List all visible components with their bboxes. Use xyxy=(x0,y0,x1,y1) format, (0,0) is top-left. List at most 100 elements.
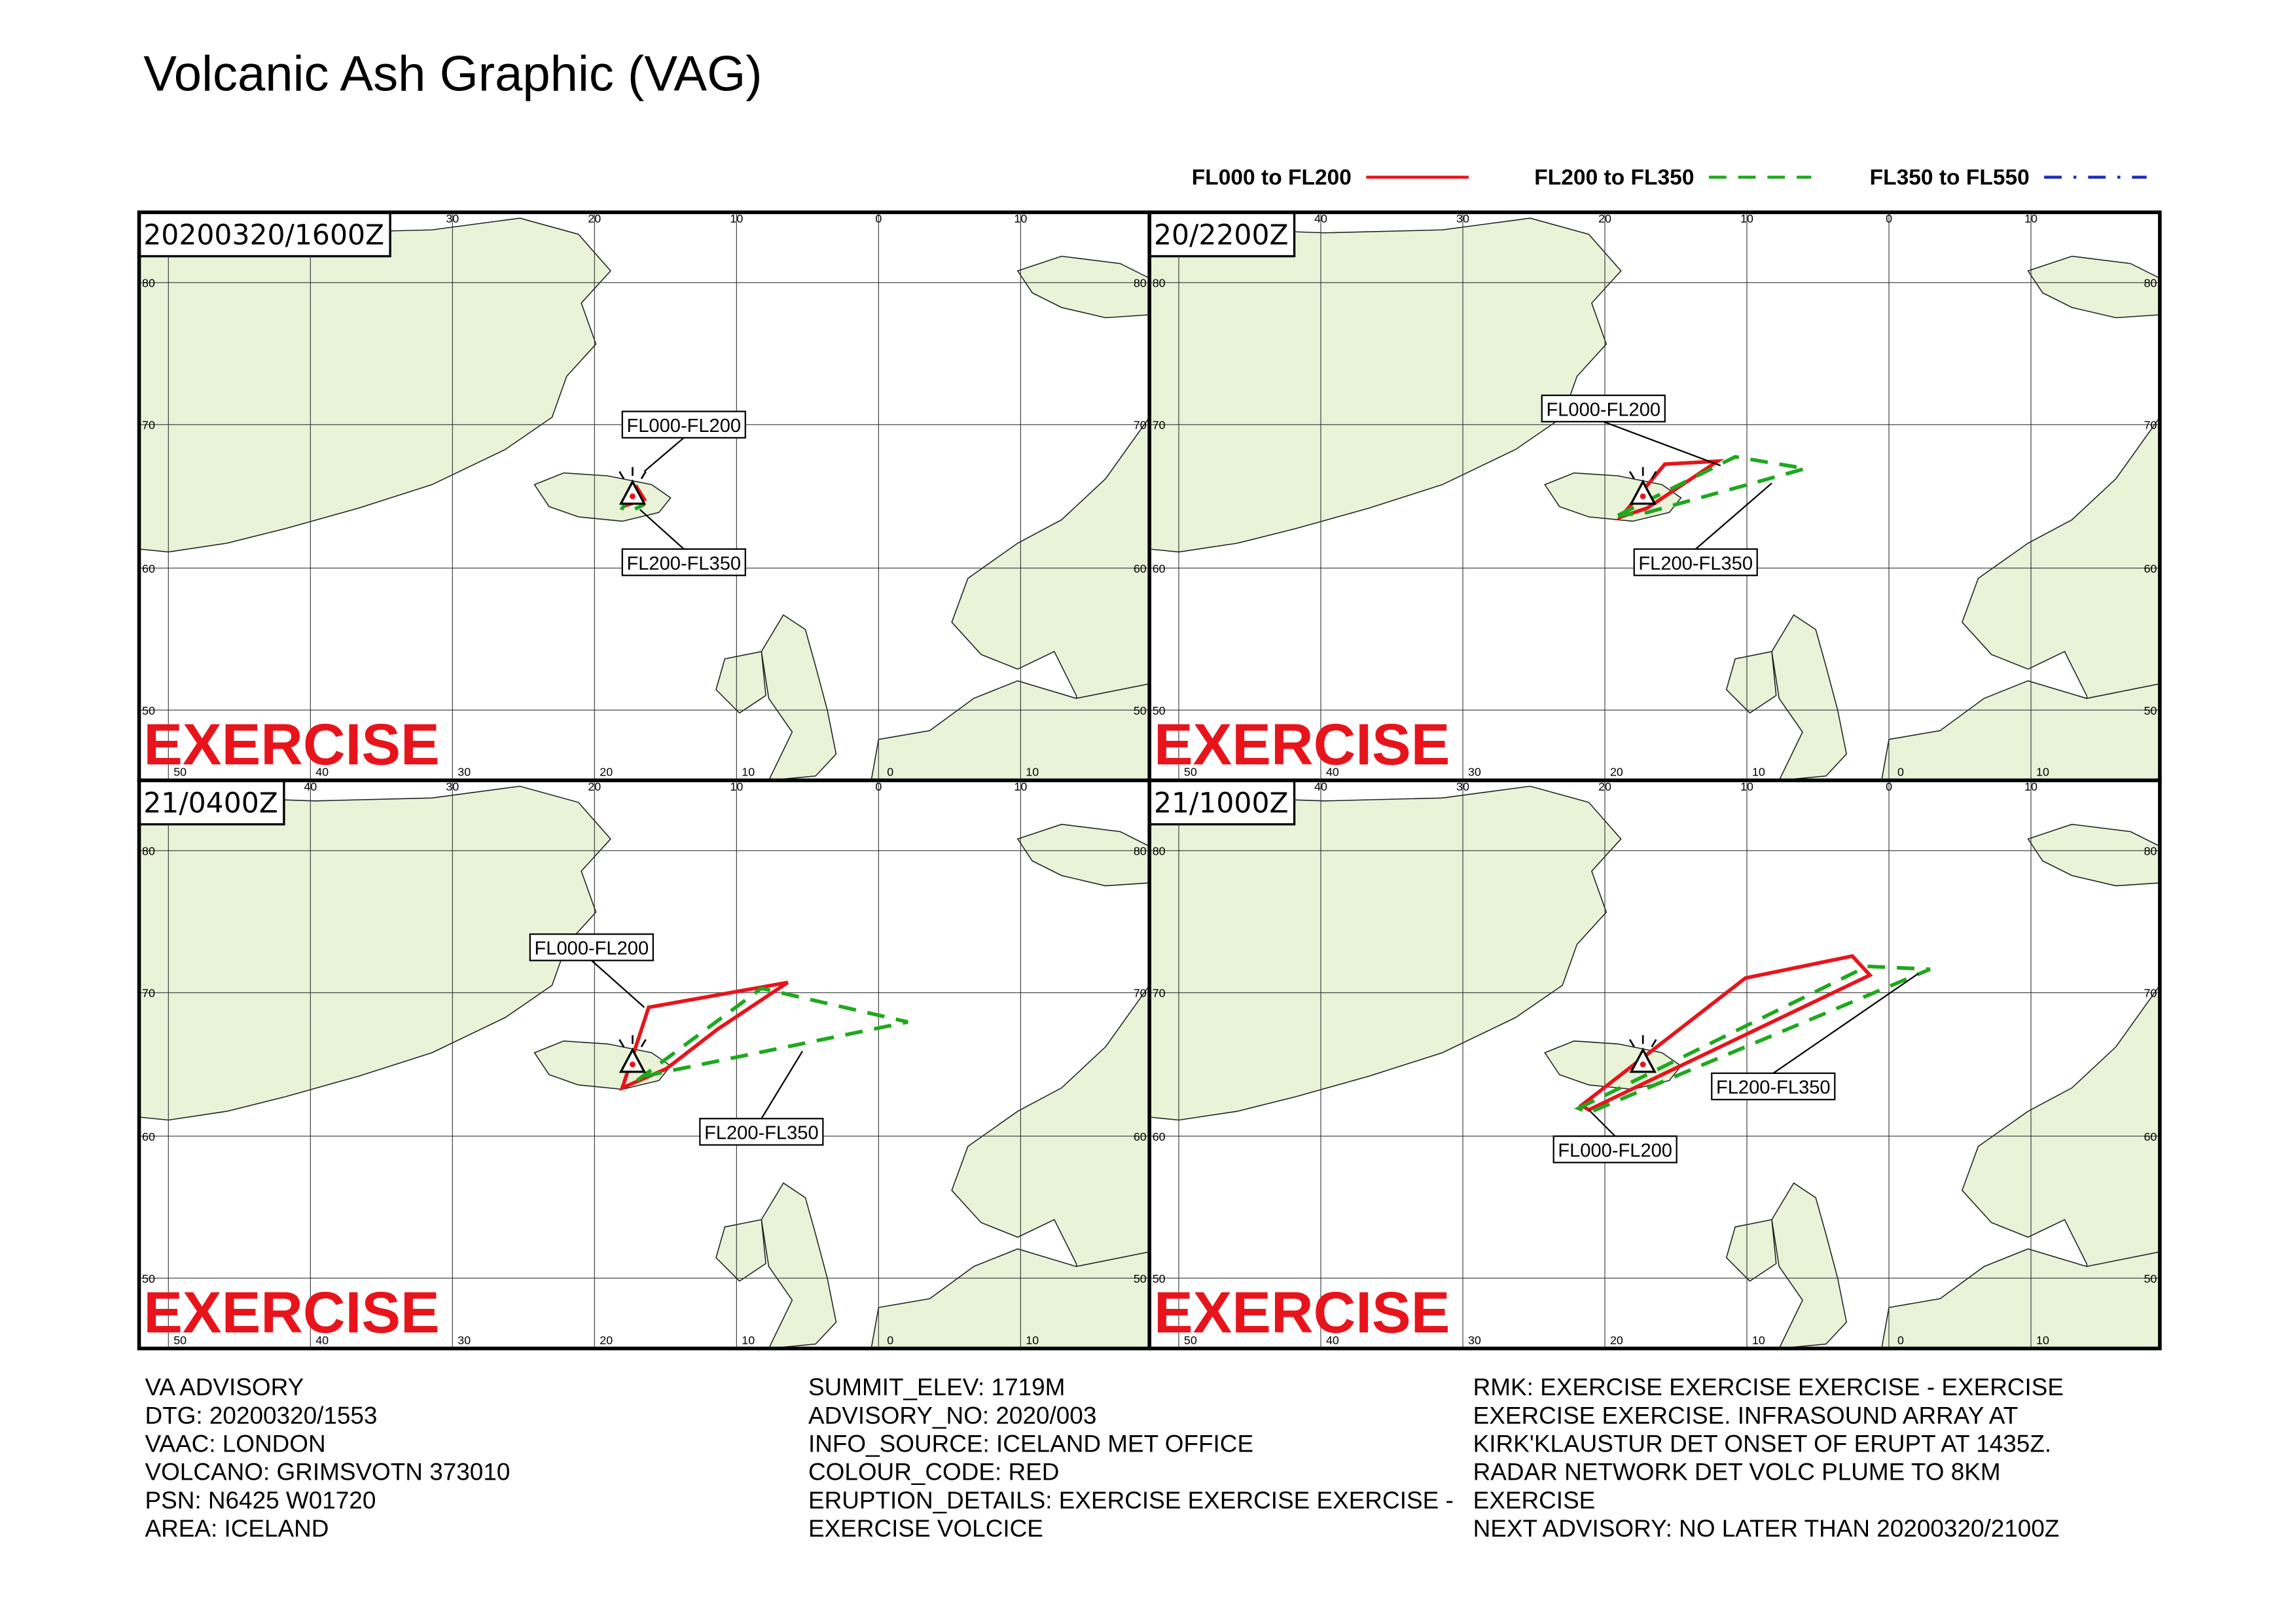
advisory-line: VOLCANO: GRIMSVOTN 373010 xyxy=(145,1459,510,1486)
lon-label: 10 xyxy=(742,1334,755,1347)
lat-label: 60 xyxy=(2144,562,2157,575)
lat-label: 60 xyxy=(1153,562,1166,575)
volcano-plume xyxy=(619,467,647,480)
advisory-line: PSN: N6425 W01720 xyxy=(145,1487,376,1514)
lon-label: 0 xyxy=(875,780,882,793)
lon-label: 10 xyxy=(1014,212,1027,225)
lon-label: 50 xyxy=(1184,1334,1197,1347)
advisory-line: VAAC: LONDON xyxy=(145,1430,325,1457)
lon-label: 30 xyxy=(457,1334,471,1347)
lat-label: 70 xyxy=(1134,987,1147,1000)
callout-leader xyxy=(643,437,685,473)
map-body: 40 30 20 10 0 10 50 40 30 20 10 0 10 80 80 70 70 60 60 50 50… xyxy=(1149,212,2160,781)
callout-box xyxy=(621,410,746,439)
lon-label: 0 xyxy=(1897,1334,1904,1347)
panel-time: 21/0400Z xyxy=(143,788,278,820)
lat-label: 50 xyxy=(1153,704,1166,717)
ash-fl200-fl350 xyxy=(636,986,908,1082)
advisory-line: DTG: 20200320/1553 xyxy=(145,1402,377,1429)
time-box xyxy=(1149,212,1296,258)
lat-label: 70 xyxy=(1153,987,1166,1000)
callout-label: FL000-FL200 xyxy=(1546,399,1660,420)
advisory-line: ADVISORY_NO: 2020/003 xyxy=(808,1402,1096,1429)
volcano-symbol xyxy=(1629,1047,1657,1073)
lon-label: 10 xyxy=(1740,212,1753,225)
lon-label: 40 xyxy=(315,766,329,779)
lon-label: 20 xyxy=(600,1334,613,1347)
callout-leader xyxy=(1603,421,1721,467)
lon-label: 30 xyxy=(1456,780,1469,793)
exercise-watermark: EXERCISE xyxy=(143,1279,439,1345)
map-body: 40 30 20 10 0 10 50 40 30 20 10 0 10 80 80 70 70 60 60 50 50… xyxy=(1149,780,2160,1349)
lat-label: 70 xyxy=(1153,419,1166,432)
lat-label: 50 xyxy=(142,704,155,717)
lat-label: 60 xyxy=(2144,1130,2157,1143)
lat-label: 70 xyxy=(142,987,155,1000)
lon-label: 10 xyxy=(730,212,743,225)
lat-label: 60 xyxy=(1153,1130,1166,1143)
lon-label: 10 xyxy=(1740,780,1753,793)
lat-label: 70 xyxy=(1134,419,1147,432)
lat-label: 70 xyxy=(2144,987,2157,1000)
panel-time: 20/2200Z xyxy=(1154,220,1289,252)
time-box xyxy=(139,212,391,258)
panel-time: 20200320/1600Z xyxy=(143,220,384,252)
lon-label: 20 xyxy=(588,212,601,225)
lon-label: 0 xyxy=(887,766,893,779)
advisory-line: EXERCISE VOLCICE xyxy=(808,1515,1043,1542)
callout-label: FL000-FL200 xyxy=(626,416,741,437)
lon-label: 10 xyxy=(730,780,743,793)
lat-label: 50 xyxy=(142,1272,155,1285)
exercise-watermark: EXERCISE xyxy=(143,711,439,777)
callout-label: FL200-FL350 xyxy=(1716,1077,1831,1098)
callout-leader xyxy=(591,959,645,1008)
map-panel: 4030201001050403020100108080707060605050… xyxy=(137,210,1152,783)
callout-leader xyxy=(1588,1109,1616,1137)
callout-box xyxy=(1633,548,1758,577)
ash-fl200-fl350 xyxy=(1574,964,1931,1115)
lon-label: 10 xyxy=(2036,766,2049,779)
volcano-vent xyxy=(1640,1061,1646,1067)
exercise-watermark: EXERCISE xyxy=(1154,711,1450,777)
lat-label: 60 xyxy=(1134,1130,1147,1143)
callout-box xyxy=(621,548,746,577)
panel-frame xyxy=(1147,778,2162,1351)
lon-label: 10 xyxy=(2024,212,2037,225)
volcano-plume xyxy=(619,1035,647,1048)
callout-label: FL200-FL350 xyxy=(1638,553,1753,574)
volcano-vent xyxy=(1640,493,1646,499)
callout-leader xyxy=(639,508,685,550)
callout-label: FL000-FL200 xyxy=(1558,1140,1672,1161)
lon-label: 20 xyxy=(1610,766,1623,779)
lon-label: 20 xyxy=(1598,212,1611,225)
callout-leader xyxy=(1695,482,1772,550)
advisory-line: KIRK'KLAUSTUR DET ONSET OF ERUPT AT 1435… xyxy=(1473,1430,2051,1457)
lat-label: 80 xyxy=(142,277,155,290)
lon-label: 0 xyxy=(1886,212,1892,225)
callout-leader xyxy=(761,1050,803,1119)
advisory-line: EXERCISE xyxy=(1473,1487,1596,1514)
advisory-line: RADAR NETWORK DET VOLC PLUME TO 8KM xyxy=(1473,1459,2001,1486)
advisory-line: EXERCISE EXERCISE. INFRASOUND ARRAY AT xyxy=(1473,1402,2018,1429)
lon-label: 30 xyxy=(1456,212,1469,225)
lon-label: 10 xyxy=(1014,780,1027,793)
lon-label: 0 xyxy=(1886,780,1892,793)
lat-label: 50 xyxy=(1134,704,1147,717)
lat-label: 60 xyxy=(1134,562,1147,575)
lon-label: 40 xyxy=(1326,766,1339,779)
volcano-symbol xyxy=(1629,479,1657,505)
lon-label: 40 xyxy=(1314,780,1327,793)
advisory-line: AREA: ICELAND xyxy=(145,1515,329,1542)
lon-label: 0 xyxy=(887,1334,893,1347)
lon-label: 10 xyxy=(1752,766,1765,779)
volcano-vent xyxy=(630,1061,636,1067)
callout-label: FL000-FL200 xyxy=(535,938,649,959)
advisory-line: INFO_SOURCE: ICELAND MET OFFICE xyxy=(808,1430,1253,1457)
lat-label: 50 xyxy=(1134,1272,1147,1285)
volcano-vent xyxy=(630,493,636,499)
lon-label: 10 xyxy=(1752,1334,1765,1347)
